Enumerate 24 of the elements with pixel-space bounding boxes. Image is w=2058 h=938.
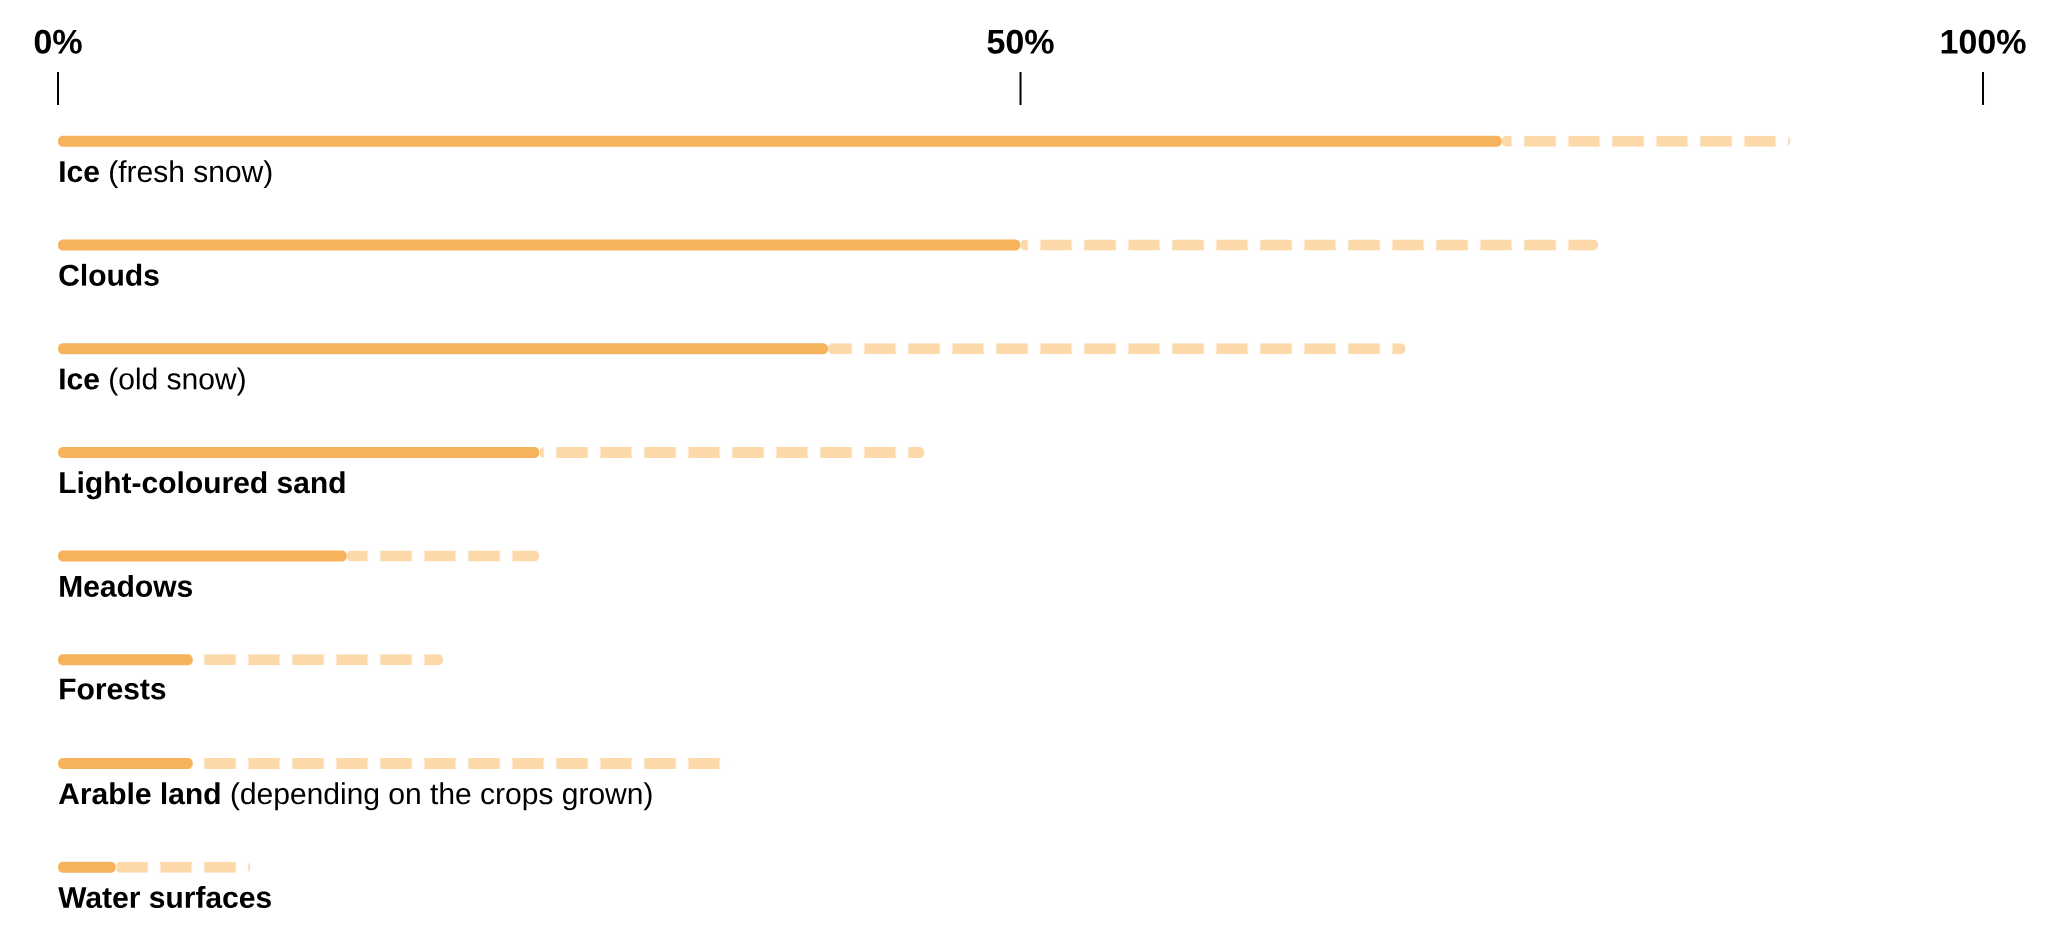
bar [828,343,1406,355]
bar [58,654,193,666]
bar [58,861,116,873]
y-tick-label: Meadows [60,574,192,597]
bar [1501,135,1791,147]
bar [346,550,540,562]
bar [58,343,829,355]
y-tick-label: Ice (old snow) [60,367,245,396]
y-tick-label: Light-coloured sand [60,471,345,500]
x-tick-label: 0% [34,29,82,54]
bar [58,446,540,458]
bar [1020,239,1599,251]
y-tick-label: Clouds [59,263,159,286]
bar [539,446,925,458]
y-tick-label: Forests [60,678,166,700]
bar [58,135,1502,147]
y-tick-label: Water surfaces [58,886,271,909]
x-tick-label: 50% [987,29,1054,54]
y-tick-label: Ice (fresh snow) [60,160,272,189]
y-tick-label: Arable land (depending on the crops grown) [58,782,652,811]
bar [58,757,193,769]
bar [58,550,347,562]
bar [58,239,1021,251]
x-tick-label: 100% [1941,29,2026,54]
